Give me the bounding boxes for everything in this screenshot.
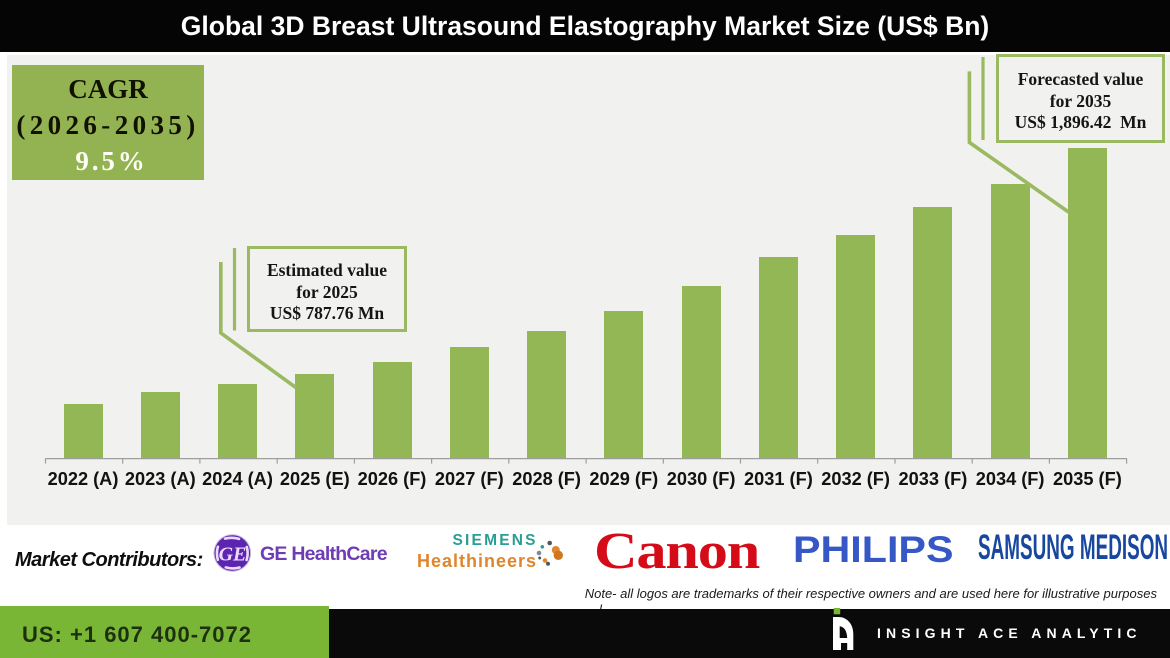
svg-text:GE: GE (219, 544, 247, 566)
